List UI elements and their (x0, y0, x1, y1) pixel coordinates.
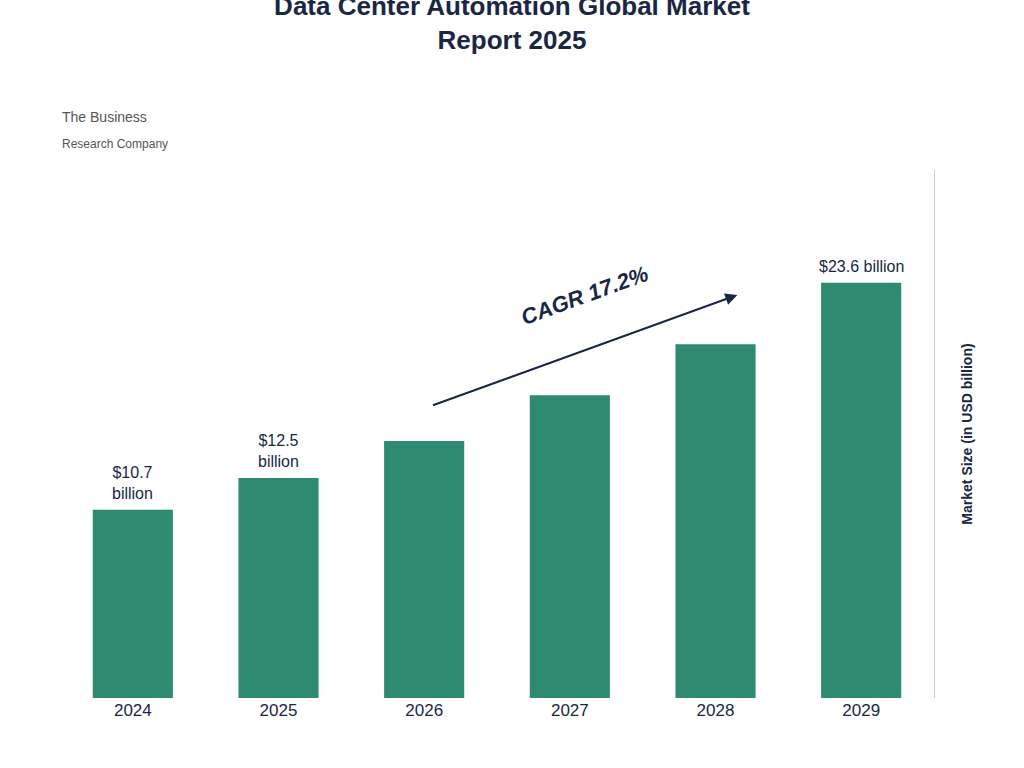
svg-text:2027: 2027 (551, 701, 589, 720)
svg-text:CAGR 17.2%: CAGR 17.2% (518, 261, 652, 330)
svg-text:Data Center Automation Global: Data Center Automation Global MarketRepo… (274, 0, 750, 55)
svg-text:$23.6 billion: $23.6 billion (819, 258, 904, 275)
svg-text:2025: 2025 (260, 701, 298, 720)
svg-text:$10.7billion: $10.7billion (112, 464, 153, 502)
svg-text:$12.5billion: $12.5billion (258, 432, 299, 470)
svg-text:2024: 2024 (114, 701, 152, 720)
svg-text:2026: 2026 (405, 701, 443, 720)
svg-text:Market Size (in USD billion): Market Size (in USD billion) (959, 343, 975, 524)
svg-text:Research Company: Research Company (62, 137, 168, 151)
svg-text:2029: 2029 (842, 701, 880, 720)
svg-text:2028: 2028 (697, 701, 735, 720)
svg-text:The Business: The Business (62, 109, 147, 125)
